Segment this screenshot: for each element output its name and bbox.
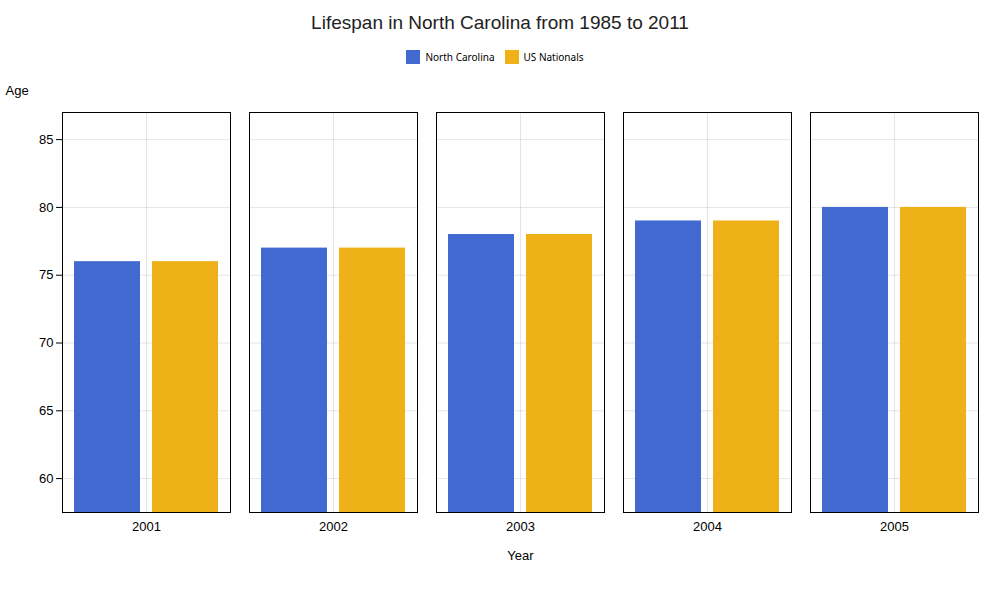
svg-text:2003: 2003 <box>506 519 535 534</box>
html-text:Lifespan in North Carolina fro: Lifespan in North Carolina from 1985 to … <box>311 12 689 33</box>
svg-text:2002: 2002 <box>319 519 348 534</box>
svg-text:80: 80 <box>39 200 53 215</box>
svg-text:2005: 2005 <box>880 519 909 534</box>
svg-text:75: 75 <box>39 267 53 282</box>
svg-text:2001: 2001 <box>132 519 161 534</box>
svg-text:Year: Year <box>507 548 534 563</box>
html-text:North Carolina: North Carolina <box>425 49 495 64</box>
svg-text:70: 70 <box>39 335 53 350</box>
svg-text:65: 65 <box>39 403 53 418</box>
svg-text:60: 60 <box>39 471 53 486</box>
svg-text:Age: Age <box>6 83 29 98</box>
svg-text:85: 85 <box>39 132 53 147</box>
html-text:US Nationals: US Nationals <box>523 49 584 64</box>
svg-text:2004: 2004 <box>693 519 722 534</box>
